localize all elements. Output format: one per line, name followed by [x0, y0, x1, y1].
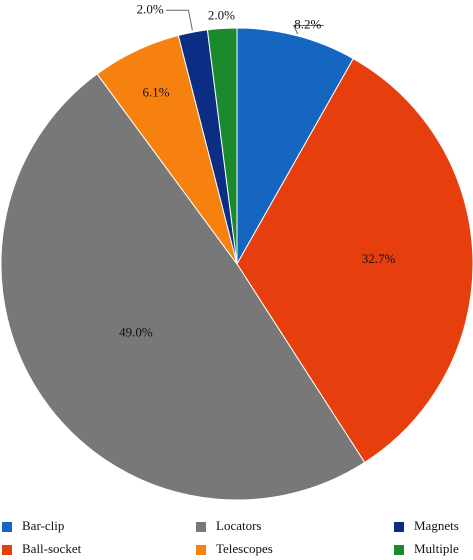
legend-label: Locators	[216, 518, 261, 533]
pie-slice	[206, 27, 238, 265]
data-label: 2.0%	[137, 1, 164, 16]
data-label: 32.7%	[362, 251, 396, 266]
leader-line	[166, 9, 193, 31]
legend-swatch	[394, 545, 404, 555]
legend-label: Magnets	[414, 518, 459, 533]
legend-swatch	[196, 522, 206, 532]
legend-swatch	[394, 522, 404, 532]
legend-label: Bar-clip	[22, 518, 64, 533]
data-label: 2.0%	[208, 8, 235, 23]
legend-swatch	[2, 522, 12, 532]
legend-label: Telescopes	[216, 541, 273, 556]
leader-line	[292, 25, 324, 35]
legend-swatch	[196, 545, 206, 555]
data-label: 8.2%	[294, 17, 321, 32]
legend-swatch	[2, 545, 12, 555]
data-label: 6.1%	[143, 84, 170, 99]
pie-slice	[236, 27, 354, 266]
pie-slice	[0, 73, 366, 501]
legend-label: Ball-socket	[22, 541, 82, 556]
legend-label: Multiple	[414, 541, 459, 556]
data-label: 49.0%	[119, 325, 153, 340]
